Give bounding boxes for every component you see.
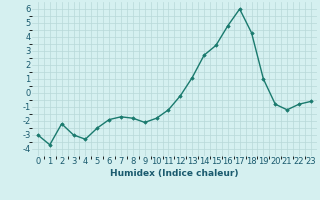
X-axis label: Humidex (Indice chaleur): Humidex (Indice chaleur)	[110, 169, 239, 178]
